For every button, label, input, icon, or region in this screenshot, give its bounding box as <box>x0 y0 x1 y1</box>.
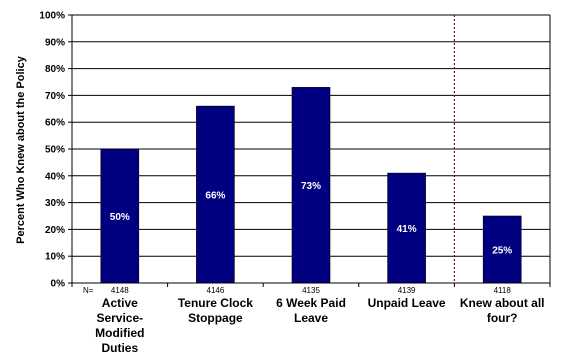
x-category-label: Tenure Clock <box>178 296 253 310</box>
y-tick-label: 90% <box>45 37 65 48</box>
n-value: 4139 <box>398 286 416 295</box>
n-value: 4146 <box>207 286 225 295</box>
x-category-label: Modified <box>95 326 144 340</box>
y-tick-label: 40% <box>45 171 65 182</box>
y-tick-label: 70% <box>45 91 65 102</box>
y-tick-label: 30% <box>45 198 65 209</box>
x-category-label: Stoppage <box>188 311 243 325</box>
x-category-label: Duties <box>101 341 138 355</box>
n-value: 4135 <box>302 286 320 295</box>
y-tick-label: 50% <box>45 145 65 156</box>
labels: 0% 10% 20% 30% 40% 50% 60% 70% 80% 90% 100% N= 50% 41… <box>39 11 544 356</box>
data-label: 41% <box>397 224 417 235</box>
y-tick-label: 10% <box>45 252 65 263</box>
axes <box>68 14 551 287</box>
bar <box>196 105 235 284</box>
x-category-label: Leave <box>294 311 328 325</box>
y-tick-label: 100% <box>39 11 65 22</box>
x-category-label: Active <box>102 296 138 310</box>
y-tick-label: 80% <box>45 64 65 75</box>
n-value: 4118 <box>494 286 512 295</box>
bar <box>387 172 426 284</box>
n-value: 4148 <box>111 286 129 295</box>
n-prefix: N= <box>83 286 94 295</box>
y-tick-label: 20% <box>45 225 65 236</box>
y-tick-label: 60% <box>45 118 65 129</box>
x-category-label: Service- <box>96 311 143 325</box>
x-category-label: four? <box>487 311 518 325</box>
data-label: 66% <box>205 191 225 202</box>
x-category-label: Knew about all <box>460 296 545 310</box>
bar <box>482 215 522 284</box>
bar <box>100 148 140 284</box>
x-category-label: Unpaid Leave <box>368 296 446 310</box>
y-tick-label: 0% <box>51 279 66 290</box>
x-category-label: 6 Week Paid <box>276 296 346 310</box>
y-axis-label: Percent Who Knew about the Policy <box>15 55 27 244</box>
data-label: 25% <box>492 246 512 257</box>
data-label: 73% <box>301 181 321 192</box>
data-label: 50% <box>110 212 130 223</box>
